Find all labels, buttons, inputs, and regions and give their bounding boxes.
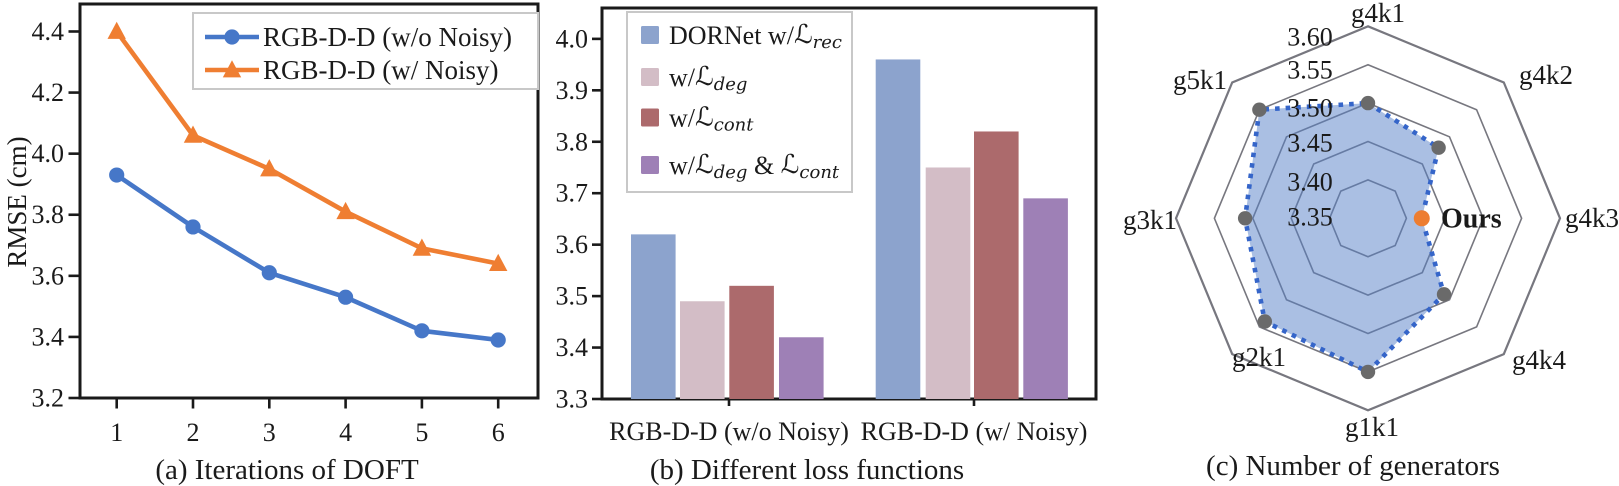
plot-box-a <box>78 2 540 400</box>
data-point-circle <box>185 219 201 235</box>
y-tick-label: 4.2 <box>32 78 65 107</box>
data-point-circle <box>338 289 354 305</box>
radar-axis-label-g4k1: g4k1 <box>1351 0 1405 28</box>
line-chart-iterations: 3.2 3.4 3.6 3.8 4.0 4.2 4.4 1 2 3 4 5 6 <box>32 2 540 447</box>
y-tick-label: 3.6 <box>556 230 589 259</box>
ours-data-point <box>1413 210 1430 227</box>
data-point-circle <box>261 265 277 281</box>
y-tick-label: 3.2 <box>32 384 65 413</box>
x-tick-label: 1 <box>110 418 123 447</box>
legend-a-item-1-label: RGB-D-D (w/ Noisy) <box>263 55 499 85</box>
legend-a-item-0-label: RGB-D-D (w/o Noisy) <box>263 22 512 52</box>
data-point-circle <box>414 323 430 339</box>
radar-axis-label-g4k2: g4k2 <box>1519 60 1573 90</box>
legend-a-box <box>192 12 539 90</box>
data-point-triangle <box>336 201 355 220</box>
caption-c: (c) Number of generators <box>1206 450 1500 482</box>
ours-annotation: Ours <box>1441 204 1502 235</box>
data-point-triangle <box>183 125 203 143</box>
data-point-triangle <box>260 159 279 177</box>
data-point-circle <box>109 167 125 183</box>
radar-axis-label-g1k1: g1k1 <box>1345 412 1399 442</box>
radar-data-point <box>1431 140 1446 155</box>
data-point-triangle <box>107 21 126 39</box>
radar-data-point <box>1237 211 1253 226</box>
x-tick-label: 2 <box>187 418 200 447</box>
data-point-triangle <box>412 238 432 256</box>
legend-b-item-0-label: DORNet w/ℒrec <box>669 20 842 53</box>
data-point-circle <box>490 332 506 348</box>
radial-tick-label: 3.45 <box>1287 129 1333 158</box>
category-label-w-noisy: RGB-D-D (w/ Noisy) <box>861 417 1088 446</box>
legend-b-item-3-label: w/ℒdeg & ℒcont <box>669 150 840 183</box>
radial-tick-label: 3.50 <box>1287 94 1333 123</box>
radar-data-point <box>1360 364 1376 380</box>
radial-tick-label: 3.60 <box>1287 23 1333 52</box>
radar-chart-generators: g4k1 g4k2 g4k3 g4k4 g1k1 g2k1 g3k1 g5k1 3.60 3.55… <box>1123 0 1619 442</box>
x-tick-label: 5 <box>415 418 428 447</box>
y-tick-label: 3.7 <box>556 179 589 208</box>
bar-dornet-w-l-rec-group-1 <box>875 59 921 400</box>
radar-data-point <box>1436 287 1452 302</box>
y-tick-label: 3.8 <box>556 127 589 156</box>
bar-w-l-deg-group-1 <box>925 167 971 399</box>
x-tick-label: 3 <box>263 418 276 447</box>
radar-data-point <box>1360 95 1376 111</box>
radar-fill <box>1245 103 1444 372</box>
caption-b: (b) Different loss functions <box>650 454 964 486</box>
radar-data-point <box>1252 102 1267 117</box>
legend-b-swatch-0 <box>641 26 659 44</box>
radar-axis-label-g5k1: g5k1 <box>1173 65 1227 95</box>
line-series-0 <box>115 173 499 343</box>
data-point-triangle <box>222 60 242 78</box>
legend-b-swatch-2 <box>641 108 659 127</box>
bar-dornet-w-l-rec-group-0 <box>631 234 676 399</box>
y-tick-label: 3.3 <box>556 385 589 414</box>
radial-tick-label: 3.55 <box>1287 56 1333 85</box>
y-tick-label: 4.4 <box>32 17 65 46</box>
caption-a: (a) Iterations of DOFT <box>155 454 419 486</box>
y-tick-label: 3.6 <box>32 261 65 290</box>
radar-axis-label-g2k1: g2k1 <box>1232 342 1286 372</box>
bar-w-l-cont-group-1 <box>974 131 1019 399</box>
y-tick-label: 4.0 <box>32 139 65 168</box>
radar-outline <box>1242 100 1447 375</box>
y-tick-label: 3.9 <box>556 76 589 105</box>
x-tick-label: 4 <box>339 418 352 447</box>
legend-b-item-2-label: w/ℒcont <box>669 103 754 136</box>
y-tick-label: 3.4 <box>32 322 65 351</box>
radial-tick-label: 3.40 <box>1287 168 1333 197</box>
legend-b-item-1-label: w/ℒdeg <box>669 62 747 95</box>
bar-w-l-cont-group-0 <box>729 285 774 399</box>
bar-w-l-deg-l-cont-group-0 <box>779 337 824 399</box>
plot-box-b <box>600 6 1098 401</box>
bar-chart-losses: 3.3 3.4 3.5 3.6 3.7 3.8 3.9 4.0 DORNet w/ℒrec w/ℒ… <box>556 6 1098 414</box>
bar-w-l-deg-group-0 <box>680 301 725 399</box>
y-tick-label: 3.5 <box>556 282 589 311</box>
legend-b-box <box>626 11 853 193</box>
radar-data-point <box>1257 314 1273 329</box>
category-label-wo-noisy: RGB-D-D (w/o Noisy) <box>609 417 849 446</box>
radar-axis-label-g3k1: g3k1 <box>1123 205 1177 235</box>
radar-axis-label-g4k4: g4k4 <box>1512 345 1567 375</box>
legend-b-swatch-3 <box>641 156 659 174</box>
y-tick-label: 3.8 <box>32 200 65 229</box>
y-tick-label: 3.4 <box>556 333 589 362</box>
y-tick-label: 4.0 <box>556 24 589 53</box>
line-series-1 <box>114 30 499 266</box>
radar-ring <box>1174 25 1562 412</box>
y-axis-label: RMSE (cm) <box>2 136 32 267</box>
radial-tick-label: 3.35 <box>1287 203 1333 232</box>
x-tick-label: 6 <box>492 418 505 447</box>
bar-w-l-deg-l-cont-group-1 <box>1023 198 1068 399</box>
radar-axis-label-g4k3: g4k3 <box>1565 203 1619 233</box>
data-point-triangle <box>489 253 508 272</box>
legend-b-swatch-1 <box>641 68 659 86</box>
data-point-circle <box>224 29 240 45</box>
